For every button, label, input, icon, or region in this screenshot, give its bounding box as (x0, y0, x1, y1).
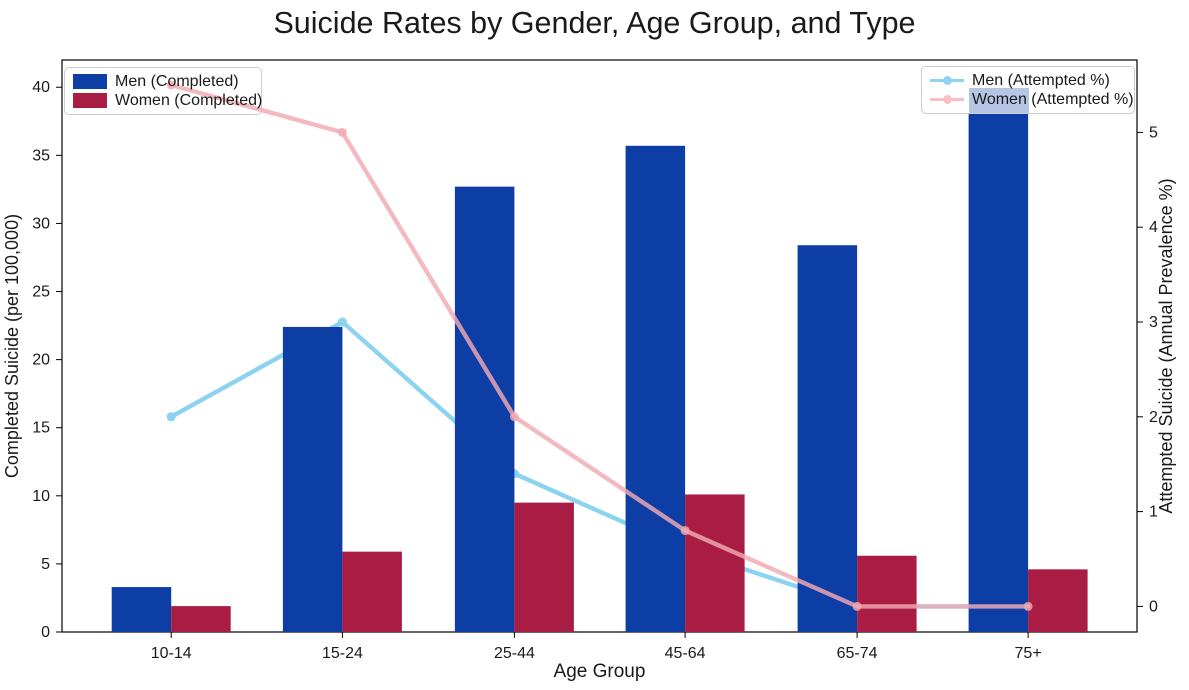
svg-text:15: 15 (32, 420, 50, 437)
svg-text:65-74: 65-74 (837, 645, 878, 662)
svg-text:Completed Suicide (per 100,000: Completed Suicide (per 100,000) (2, 214, 22, 478)
svg-text:0: 0 (41, 624, 50, 641)
svg-text:25: 25 (32, 284, 50, 301)
svg-text:30: 30 (32, 215, 50, 232)
svg-text:15-24: 15-24 (322, 645, 363, 662)
svg-text:45-64: 45-64 (665, 645, 706, 662)
svg-text:0: 0 (1149, 598, 1158, 615)
svg-text:75+: 75+ (1015, 645, 1042, 662)
svg-text:40: 40 (32, 79, 50, 96)
svg-text:Attempted Suicide (Annual Prev: Attempted Suicide (Annual Prevalence %) (1156, 178, 1176, 513)
svg-text:5: 5 (41, 556, 50, 573)
svg-text:25-44: 25-44 (494, 645, 535, 662)
svg-text:10: 10 (32, 488, 50, 505)
svg-text:10-14: 10-14 (151, 645, 192, 662)
svg-text:Age Group: Age Group (554, 661, 646, 682)
svg-text:35: 35 (32, 147, 50, 164)
svg-text:20: 20 (32, 352, 50, 369)
svg-text:5: 5 (1149, 124, 1158, 141)
